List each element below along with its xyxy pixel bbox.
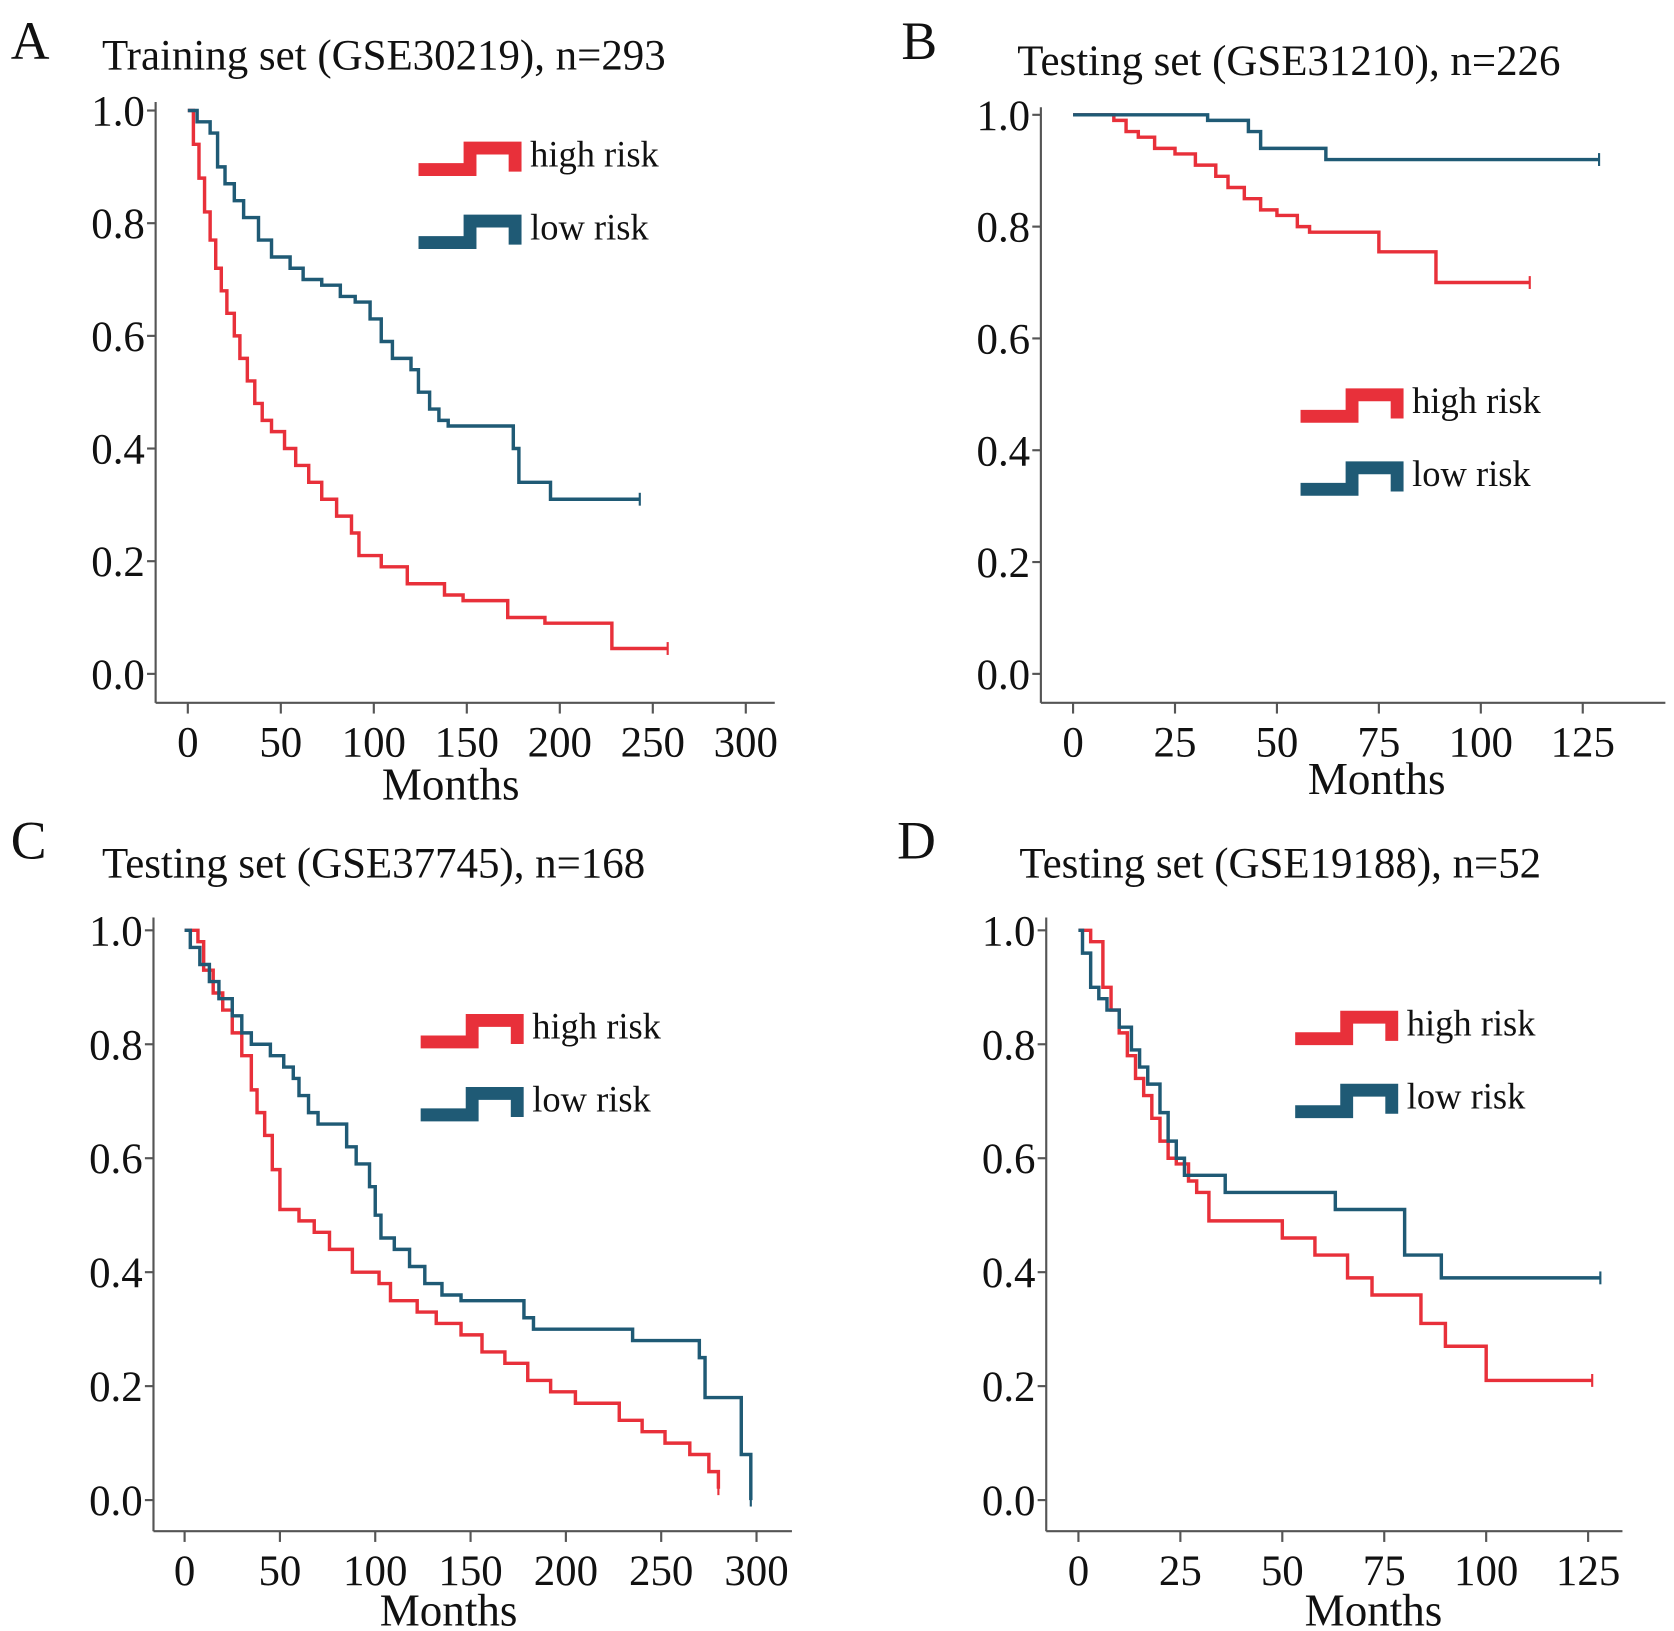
y-tick-label: 0.4 <box>982 1250 1036 1297</box>
x-tick-label: 50 <box>259 719 302 766</box>
x-tick-label: 0 <box>174 1548 195 1595</box>
y-tick-label: 0.8 <box>89 1022 143 1069</box>
low-risk-legend-icon <box>418 214 522 249</box>
x-tick-label: 75 <box>1357 719 1400 766</box>
legend-label: low risk <box>532 1079 651 1120</box>
y-tick-label: 0.0 <box>982 1478 1036 1525</box>
low-risk-curve <box>1078 928 1601 1280</box>
x-tick-label: 300 <box>724 1548 788 1595</box>
x-tick-label: 50 <box>258 1548 301 1595</box>
legend-label: high risk <box>532 1006 661 1047</box>
y-tick-label: 0.6 <box>977 316 1031 363</box>
y-tick-label: 0.6 <box>982 1136 1036 1183</box>
panel-letter: B <box>901 11 937 71</box>
panel-c: C Testing set (GSE37745), n=168 0 50 100 150 2… <box>11 810 792 1631</box>
y-tick-label: 0.6 <box>89 1136 143 1183</box>
high-risk-legend-icon <box>1295 1010 1399 1046</box>
panel-a: A Training set (GSE30219), n=293 0 50 100 150… <box>11 11 778 809</box>
y-tick-label: 0.4 <box>89 1250 143 1297</box>
high-risk-legend-icon <box>1300 388 1404 423</box>
x-tick-label: 200 <box>528 719 592 766</box>
x-tick-label: 150 <box>438 1548 502 1595</box>
y-tick-label: 0.0 <box>89 1478 143 1525</box>
x-tick-label: 200 <box>534 1548 598 1595</box>
y-tick-label: 0.8 <box>91 201 145 248</box>
x-tick-label: 300 <box>714 719 778 766</box>
y-tick-label: 0.6 <box>91 314 145 361</box>
x-tick-label: 25 <box>1159 1548 1202 1595</box>
low-risk-legend-icon <box>1300 461 1404 496</box>
x-tick-label: 100 <box>1454 1548 1518 1595</box>
legend-label: high risk <box>530 133 659 174</box>
y-tick-label: 1.0 <box>89 908 143 955</box>
panel-letter: D <box>897 810 936 870</box>
legend-label: low risk <box>1412 453 1531 494</box>
y-tick-label: 1.0 <box>982 908 1036 955</box>
x-axis-label: Months <box>1305 1586 1443 1631</box>
y-tick-label: 0.2 <box>982 1364 1036 1411</box>
x-tick-label: 0 <box>1068 1548 1089 1595</box>
x-tick-label: 75 <box>1363 1548 1406 1595</box>
y-tick-label: 0.8 <box>977 205 1031 252</box>
low-risk-legend-icon <box>420 1086 524 1122</box>
x-tick-label: 250 <box>621 719 685 766</box>
x-tick-label: 150 <box>435 719 499 766</box>
x-axis-label: Months <box>382 759 520 809</box>
y-tick-label: 1.0 <box>91 89 145 136</box>
x-tick-label: 100 <box>1449 719 1513 766</box>
low-risk-legend-icon <box>1295 1083 1399 1119</box>
legend-label: low risk <box>1407 1075 1526 1116</box>
y-tick-label: 0.8 <box>982 1022 1036 1069</box>
low-risk-curve <box>184 928 753 1501</box>
chart-title: Testing set (GSE31210), n=226 <box>1017 38 1560 85</box>
x-tick-label: 25 <box>1154 719 1197 766</box>
chart-title: Testing set (GSE19188), n=52 <box>1019 841 1541 888</box>
x-tick-label: 125 <box>1556 1548 1620 1595</box>
low-risk-curve <box>187 108 640 501</box>
y-tick-label: 0.4 <box>91 427 145 474</box>
x-tick-label: 250 <box>629 1548 693 1595</box>
high-risk-legend-icon <box>418 141 522 176</box>
high-risk-curve <box>1078 928 1593 1383</box>
y-tick-label: 0.2 <box>977 540 1031 587</box>
legend-label: low risk <box>530 206 649 247</box>
x-tick-label: 125 <box>1551 719 1615 766</box>
high-risk-legend-icon <box>420 1014 524 1049</box>
x-tick-label: 100 <box>342 719 406 766</box>
x-tick-label: 100 <box>343 1548 407 1595</box>
panel-letter: A <box>11 11 50 71</box>
chart-title: Training set (GSE30219), n=293 <box>102 33 666 80</box>
y-tick-label: 0.4 <box>977 428 1031 475</box>
panel-d: D Testing set (GSE19188), n=52 0 25 50 75 100 1… <box>897 810 1623 1631</box>
x-axis-label: Months <box>380 1586 518 1631</box>
low-risk-curve <box>1073 113 1600 162</box>
x-tick-label: 50 <box>1261 1548 1304 1595</box>
panel-letter: C <box>11 810 47 870</box>
y-tick-label: 0.0 <box>91 652 145 699</box>
high-risk-curve <box>184 928 721 1489</box>
x-axis-label: Months <box>1308 754 1446 804</box>
y-tick-label: 0.0 <box>977 652 1031 699</box>
y-tick-label: 1.0 <box>977 93 1031 140</box>
x-tick-label: 0 <box>177 719 198 766</box>
x-tick-label: 0 <box>1062 719 1083 766</box>
panel-b: B Testing set (GSE31210), n=226 0 25 50 75 100… <box>901 11 1666 804</box>
x-tick-label: 50 <box>1255 719 1298 766</box>
y-tick-label: 0.2 <box>89 1364 143 1411</box>
legend-label: high risk <box>1407 1002 1536 1043</box>
y-tick-label: 0.2 <box>91 539 145 586</box>
high-risk-curve <box>187 108 668 651</box>
chart-title: Testing set (GSE37745), n=168 <box>102 841 645 888</box>
high-risk-curve <box>1073 113 1530 285</box>
legend-label: high risk <box>1412 380 1541 421</box>
